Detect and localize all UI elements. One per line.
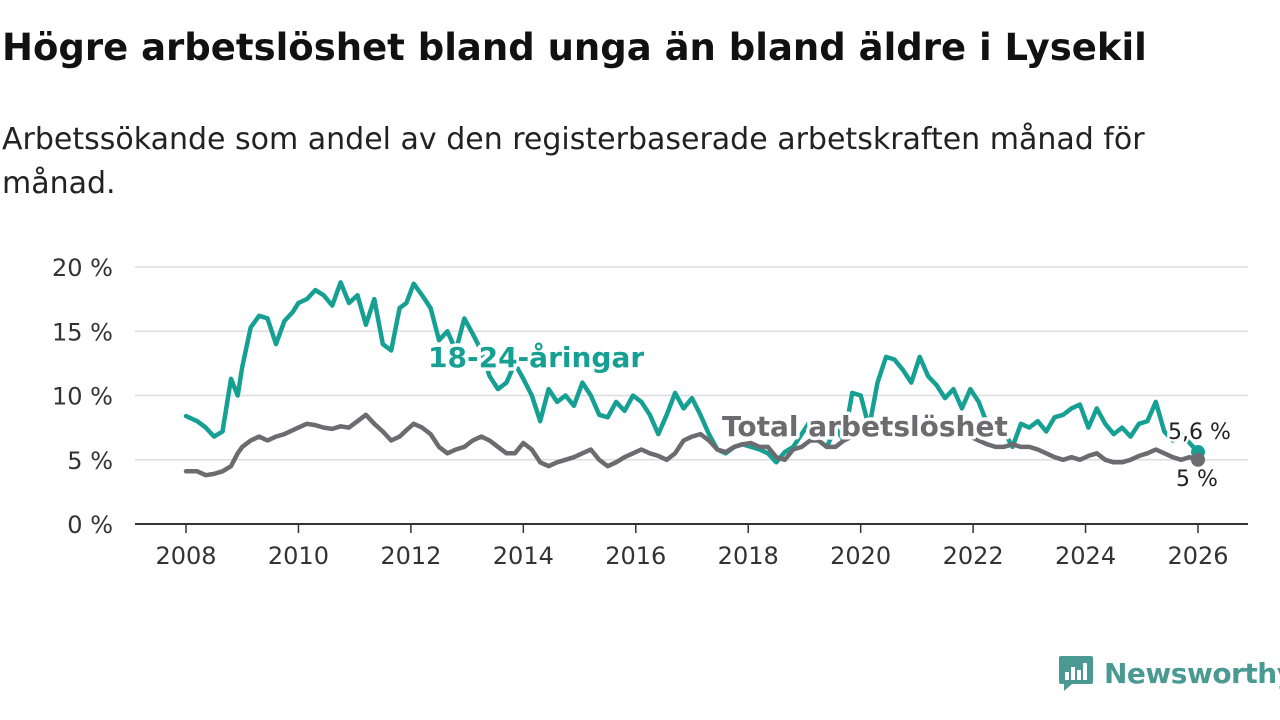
series-line-total	[183, 412, 1201, 478]
x-tick-label: 2022	[943, 542, 1004, 570]
series-labels: 18-24-åringar Total arbetslöshet 5,6 % 5 %	[425, 338, 1234, 495]
y-tick-label: 5 %	[67, 447, 113, 475]
x-tick-label: 2026	[1167, 542, 1228, 570]
newsworthy-logo: Newsworthy	[1058, 654, 1280, 692]
end-label-youth: 5,6 %	[1168, 420, 1231, 445]
y-tick-label: 15 %	[52, 318, 113, 346]
series-lines	[183, 280, 1205, 478]
x-tick-label: 2018	[718, 542, 779, 570]
series-line-youth	[183, 280, 1201, 465]
axes: 0 % 5 % 10 % 15 % 20 % 2008 2010 2012 2014 2016 20…	[52, 254, 1248, 570]
x-tick-label: 2008	[155, 542, 216, 570]
y-tick-label: 0 %	[67, 511, 113, 539]
newsworthy-logo-text: Newsworthy	[1104, 656, 1280, 690]
x-tick-label: 2024	[1055, 542, 1116, 570]
end-label-total: 5 %	[1176, 467, 1218, 492]
gridlines	[135, 266, 1248, 461]
series-label-youth: 18-24-åringar	[428, 341, 644, 374]
chart-title: Högre arbetslöshet bland unga än bland ä…	[2, 26, 1147, 69]
x-tick-label: 2012	[380, 542, 441, 570]
y-tick-label: 10 %	[52, 383, 113, 411]
y-tick-label: 20 %	[52, 254, 113, 282]
x-tick-label: 2016	[605, 542, 666, 570]
x-tick-label: 2020	[830, 542, 891, 570]
series-label-total: Total arbetslöshet	[722, 410, 1008, 443]
x-tick-label: 2014	[493, 542, 554, 570]
newsworthy-logo-icon	[1059, 656, 1093, 691]
chart-subtitle: Arbetssökande som andel av den registerb…	[2, 122, 1145, 201]
end-marker	[1191, 452, 1205, 467]
x-tick-label: 2010	[268, 542, 329, 570]
